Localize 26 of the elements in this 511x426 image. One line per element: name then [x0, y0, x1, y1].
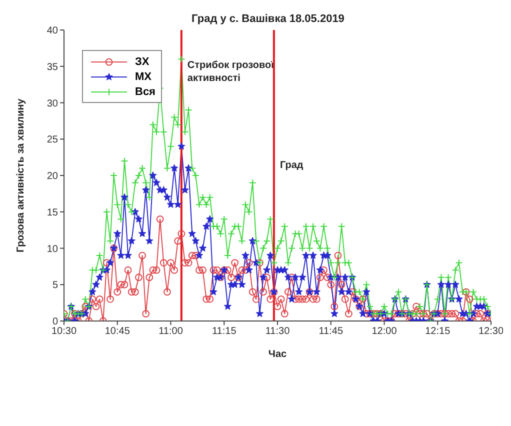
y-tick-label: 15: [46, 207, 58, 218]
y-tick-label: 5: [52, 280, 58, 292]
legend-label: Вся: [135, 86, 156, 98]
ref-line-label: Стрибок грозової активності: [187, 60, 274, 84]
x-tick-label: 10:45: [104, 326, 130, 338]
y-tick-label: 40: [46, 26, 58, 37]
y-tick-label: 0: [52, 316, 58, 328]
x-tick-label: 12:00: [372, 326, 398, 338]
x-tick-label: 11:30: [265, 326, 290, 338]
y-tick-label: 20: [46, 171, 58, 182]
chart-title: Град у с. Вашівка 18.05.2019: [192, 13, 344, 25]
x-tick-label: 12:30: [478, 326, 504, 338]
x-axis-title: Час: [268, 349, 288, 360]
x-tick-label: 11:45: [318, 326, 344, 338]
y-tick-label: 30: [46, 98, 58, 110]
legend-label: ЗХ: [135, 56, 150, 68]
y-tick-label: 35: [46, 62, 58, 73]
y-tick-label: 10: [46, 244, 58, 255]
x-tick-label: 11:15: [212, 326, 237, 338]
y-tick-label: 25: [46, 134, 58, 146]
legend-label: МХ: [135, 70, 152, 82]
x-tick-label: 12:15: [425, 326, 451, 338]
x-tick-label: 10:30: [51, 326, 77, 338]
ref-line-label: Град: [280, 160, 304, 171]
x-tick-label: 11:00: [158, 326, 184, 338]
y-axis-title: Грозова активність за хвилину: [16, 98, 27, 252]
